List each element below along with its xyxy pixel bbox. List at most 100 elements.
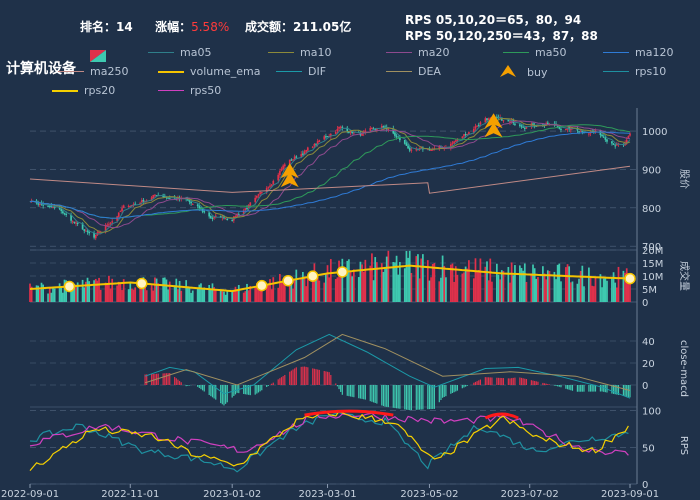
candle	[270, 184, 273, 186]
volume-bar	[399, 262, 401, 302]
x-tick-label: 2023-01-02	[203, 489, 261, 500]
volume-bar	[592, 286, 595, 302]
candle	[70, 214, 72, 221]
y-axis-title: close-macd	[678, 340, 689, 397]
candle	[410, 149, 413, 151]
candle	[71, 221, 74, 223]
volume-marker	[256, 279, 268, 292]
volume-bar	[497, 274, 500, 302]
volume-bar	[525, 281, 528, 302]
candle	[588, 133, 590, 135]
x-tick-label: 2023-07-02	[501, 489, 559, 500]
candle	[372, 128, 375, 130]
volume-bar	[512, 275, 515, 302]
candle	[208, 212, 211, 217]
candle	[198, 205, 201, 209]
candle	[196, 204, 199, 206]
legend-swatch	[148, 52, 174, 53]
candle	[244, 208, 247, 210]
candle	[315, 143, 317, 145]
candle	[76, 222, 79, 224]
candle	[405, 143, 408, 146]
candle	[306, 147, 309, 151]
volume-bar	[530, 273, 533, 302]
candle	[323, 136, 326, 140]
volume-bars	[29, 250, 636, 302]
legend-item-dif[interactable]: DIF	[276, 65, 326, 78]
turnover-label: 成交额：	[245, 20, 294, 34]
volume-bar	[348, 259, 350, 302]
volume-bar	[375, 262, 378, 302]
volume-bar	[295, 269, 298, 302]
candle	[374, 129, 377, 131]
candle	[300, 154, 303, 157]
legend-item-ma10[interactable]: ma10	[268, 46, 331, 59]
legend-item-ma120[interactable]: ma120	[603, 46, 673, 59]
legend-label: DIF	[308, 65, 327, 78]
candle	[364, 130, 367, 133]
change-value: 5.58%	[191, 20, 230, 34]
volume-bar	[178, 280, 181, 302]
volume-bar	[260, 290, 263, 302]
volume-bar	[323, 282, 326, 302]
candle	[394, 132, 396, 136]
candle	[334, 131, 337, 134]
price-panel: 700 800 900 1000 股价	[30, 127, 690, 253]
volume-bar	[232, 291, 235, 302]
y-tick-label: 5M	[642, 285, 657, 296]
candle	[579, 130, 582, 132]
legend-swatch	[158, 90, 184, 91]
volume-bar	[336, 277, 339, 302]
volume-bar	[591, 285, 594, 302]
candle	[58, 207, 61, 209]
turnover-info: 成交额：211.05亿	[245, 18, 351, 35]
candle	[476, 125, 478, 127]
rps10-line	[29, 411, 629, 473]
legend-item-volume-ema[interactable]: volume_ema	[158, 65, 260, 78]
legend-item-ma50[interactable]: ma50	[503, 46, 566, 59]
candle	[387, 128, 390, 130]
y-axis-title: RPS	[678, 436, 689, 455]
volume-bar	[338, 260, 340, 302]
legend-item-dea[interactable]: DEA	[386, 65, 441, 78]
volume-bar	[223, 291, 225, 302]
volume-bar	[35, 285, 38, 302]
candle	[272, 180, 275, 185]
volume-bar	[247, 290, 250, 302]
y-tick-label: 1000	[642, 127, 667, 138]
volume-bar	[568, 266, 571, 302]
legend-item-ma20[interactable]: ma20	[386, 46, 449, 59]
volume-bar	[180, 290, 183, 302]
volume-bar	[152, 290, 155, 302]
legend-label: ma50	[535, 46, 567, 59]
candle	[226, 219, 229, 221]
candle	[615, 143, 618, 146]
legend-swatch	[158, 70, 184, 73]
volume-bar	[456, 274, 459, 302]
candle	[186, 199, 189, 201]
candle	[461, 136, 464, 138]
legend-item-ma250[interactable]: ma250	[58, 65, 128, 78]
volume-bar	[543, 273, 546, 302]
legend-item-rps10[interactable]: rps10	[603, 65, 666, 78]
candle	[532, 123, 534, 125]
candle	[338, 126, 340, 129]
rank-value: 14	[116, 20, 133, 34]
legend-item-buy[interactable]: buy	[495, 65, 547, 79]
macd-panel: 0 20 40 close-macd	[30, 337, 689, 408]
volume-bar	[339, 267, 342, 302]
y-tick-label: 40	[642, 337, 655, 348]
candle	[325, 136, 327, 138]
volume-bar	[81, 279, 84, 302]
legend-item-ma05[interactable]: ma05	[148, 46, 211, 59]
legend-item-rps20[interactable]: rps20	[52, 84, 115, 97]
candle	[523, 127, 526, 129]
volume-marker	[282, 274, 294, 287]
candle	[449, 143, 452, 149]
candle	[399, 137, 401, 141]
candle	[265, 188, 268, 193]
legend-label: ma120	[635, 46, 674, 59]
volume-bar	[283, 279, 286, 302]
volume-bar	[315, 275, 317, 302]
legend-item-rps50[interactable]: rps50	[158, 84, 221, 97]
